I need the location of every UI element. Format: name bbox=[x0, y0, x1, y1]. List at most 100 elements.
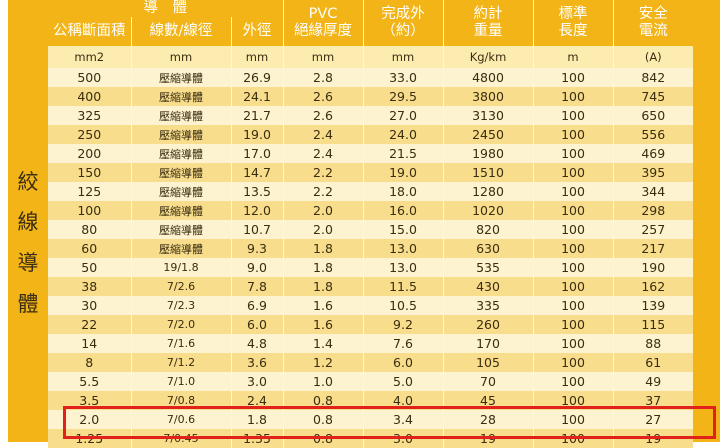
table-cell: 7/2.6 bbox=[130, 277, 231, 296]
table-cell: 325 bbox=[48, 106, 131, 125]
table-cell: 7/2.3 bbox=[130, 296, 231, 315]
table-cell: 24.0 bbox=[362, 125, 443, 144]
table-cell: 88 bbox=[612, 334, 693, 353]
strands-header: 線數/線徑 bbox=[130, 17, 231, 46]
table-cell: 842 bbox=[612, 68, 693, 87]
table-cell: 7/1.0 bbox=[130, 372, 231, 391]
table-cell: 100 bbox=[532, 315, 613, 334]
table-cell: 24.1 bbox=[230, 87, 283, 106]
unit-cell: mm bbox=[230, 46, 283, 68]
table-cell: 100 bbox=[532, 220, 613, 239]
table-cell: 535 bbox=[442, 258, 533, 277]
unit-cell: (A) bbox=[612, 46, 693, 68]
table-cell: 100 bbox=[48, 201, 131, 220]
table-cell: 壓縮導體 bbox=[130, 239, 231, 258]
side-label-char: 線 bbox=[17, 210, 39, 234]
table-cell: 4.8 bbox=[230, 334, 283, 353]
table-cell: 115 bbox=[612, 315, 693, 334]
table-cell: 745 bbox=[612, 87, 693, 106]
table-cell: 100 bbox=[532, 125, 613, 144]
table-cell: 2.6 bbox=[282, 87, 363, 106]
table-cell: 19/1.8 bbox=[130, 258, 231, 277]
table-cell: 壓縮導體 bbox=[130, 201, 231, 220]
table-cell: 1.8 bbox=[230, 410, 283, 429]
table-cell: 11.5 bbox=[362, 277, 443, 296]
weight-header-line2: 重量 bbox=[473, 23, 503, 39]
weight-header: 約計 重量 bbox=[442, 0, 533, 46]
table-cell: 27.0 bbox=[362, 106, 443, 125]
side-label-char: 導 bbox=[17, 251, 39, 275]
table-cell: 6.0 bbox=[362, 353, 443, 372]
table-cell: 2.0 bbox=[282, 220, 363, 239]
table-cell: 3800 bbox=[442, 87, 533, 106]
table-cell: 16.0 bbox=[362, 201, 443, 220]
table-cell: 9.2 bbox=[362, 315, 443, 334]
table-cell: 100 bbox=[532, 277, 613, 296]
unit-cell: mm bbox=[130, 46, 231, 68]
table-cell: 21.5 bbox=[362, 144, 443, 163]
table-cell: 7/0.45 bbox=[130, 429, 231, 448]
table-cell: 100 bbox=[532, 182, 613, 201]
table-cell: 257 bbox=[612, 220, 693, 239]
table-cell: 50 bbox=[48, 258, 131, 277]
table-cell: 28 bbox=[442, 410, 533, 429]
table-cell: 298 bbox=[612, 201, 693, 220]
table-cell: 2.4 bbox=[282, 144, 363, 163]
table-cell: 10.5 bbox=[362, 296, 443, 315]
table-cell: 469 bbox=[612, 144, 693, 163]
safe-current-header-line2: 電流 bbox=[638, 23, 668, 39]
table-row: 2.0 7/0.6 1.8 0.8 3.4 28 100 27 bbox=[48, 410, 693, 429]
table-cell: 556 bbox=[612, 125, 693, 144]
table-row: 50 19/1.8 9.0 1.8 13.0 535 100 190 bbox=[48, 258, 693, 277]
conductor-group-header: 導 體 bbox=[143, 0, 188, 16]
table-cell: 19.0 bbox=[230, 125, 283, 144]
table-row: 100 壓縮導體 12.0 2.0 16.0 1020 100 298 bbox=[48, 201, 693, 220]
table-cell: 2.2 bbox=[282, 182, 363, 201]
table-cell: 7/2.0 bbox=[130, 315, 231, 334]
table-cell: 15.0 bbox=[362, 220, 443, 239]
table-cell: 344 bbox=[612, 182, 693, 201]
table-cell: 820 bbox=[442, 220, 533, 239]
table-cell: 1.6 bbox=[282, 296, 363, 315]
table-cell: 3130 bbox=[442, 106, 533, 125]
table-cell: 100 bbox=[532, 201, 613, 220]
table-cell: 1.25 bbox=[48, 429, 131, 448]
table-cell: 7/0.8 bbox=[130, 391, 231, 410]
table-cell: 260 bbox=[442, 315, 533, 334]
table-cell: 650 bbox=[612, 106, 693, 125]
standard-length-header-line1: 標準 bbox=[558, 6, 588, 22]
table-cell: 30 bbox=[48, 296, 131, 315]
table-cell: 2.8 bbox=[282, 68, 363, 87]
side-label-char: 絞 bbox=[17, 170, 39, 194]
table-cell: 1.8 bbox=[282, 258, 363, 277]
table-cell: 5.5 bbox=[48, 372, 131, 391]
table-cell: 150 bbox=[48, 163, 131, 182]
table-cell: 500 bbox=[48, 68, 131, 87]
table-cell: 7.6 bbox=[362, 334, 443, 353]
table-cell: 250 bbox=[48, 125, 131, 144]
table-cell: 1.35 bbox=[230, 429, 283, 448]
table-row: 5.5 7/1.0 3.0 1.0 5.0 70 100 49 bbox=[48, 372, 693, 391]
table-cell: 100 bbox=[532, 239, 613, 258]
table-cell: 2.2 bbox=[282, 163, 363, 182]
table-cell: 4800 bbox=[442, 68, 533, 87]
table-cell: 100 bbox=[532, 68, 613, 87]
table-cell: 1.4 bbox=[282, 334, 363, 353]
table-cell: 2.0 bbox=[282, 201, 363, 220]
table-cell: 2.4 bbox=[230, 391, 283, 410]
spec-table: 導 體 PVC 絕緣厚度 完成外 （約） 約計 重量 標準 長度 bbox=[48, 0, 693, 448]
table-cell: 14 bbox=[48, 334, 131, 353]
table-cell: 14.7 bbox=[230, 163, 283, 182]
table-cell: 2450 bbox=[442, 125, 533, 144]
table-cell: 壓縮導體 bbox=[130, 220, 231, 239]
table-cell: 7/1.2 bbox=[130, 353, 231, 372]
table-row: 60 壓縮導體 9.3 1.8 13.0 630 100 217 bbox=[48, 239, 693, 258]
table-cell: 0.8 bbox=[282, 391, 363, 410]
table-cell: 壓縮導體 bbox=[130, 144, 231, 163]
table-row: 500 壓縮導體 26.9 2.8 33.0 4800 100 842 bbox=[48, 68, 693, 87]
table-cell: 70 bbox=[442, 372, 533, 391]
table-row: 1.25 7/0.45 1.35 0.8 3.0 19 100 19 bbox=[48, 429, 693, 448]
table-cell: 22 bbox=[48, 315, 131, 334]
table-cell: 6.9 bbox=[230, 296, 283, 315]
table-cell: 100 bbox=[532, 353, 613, 372]
